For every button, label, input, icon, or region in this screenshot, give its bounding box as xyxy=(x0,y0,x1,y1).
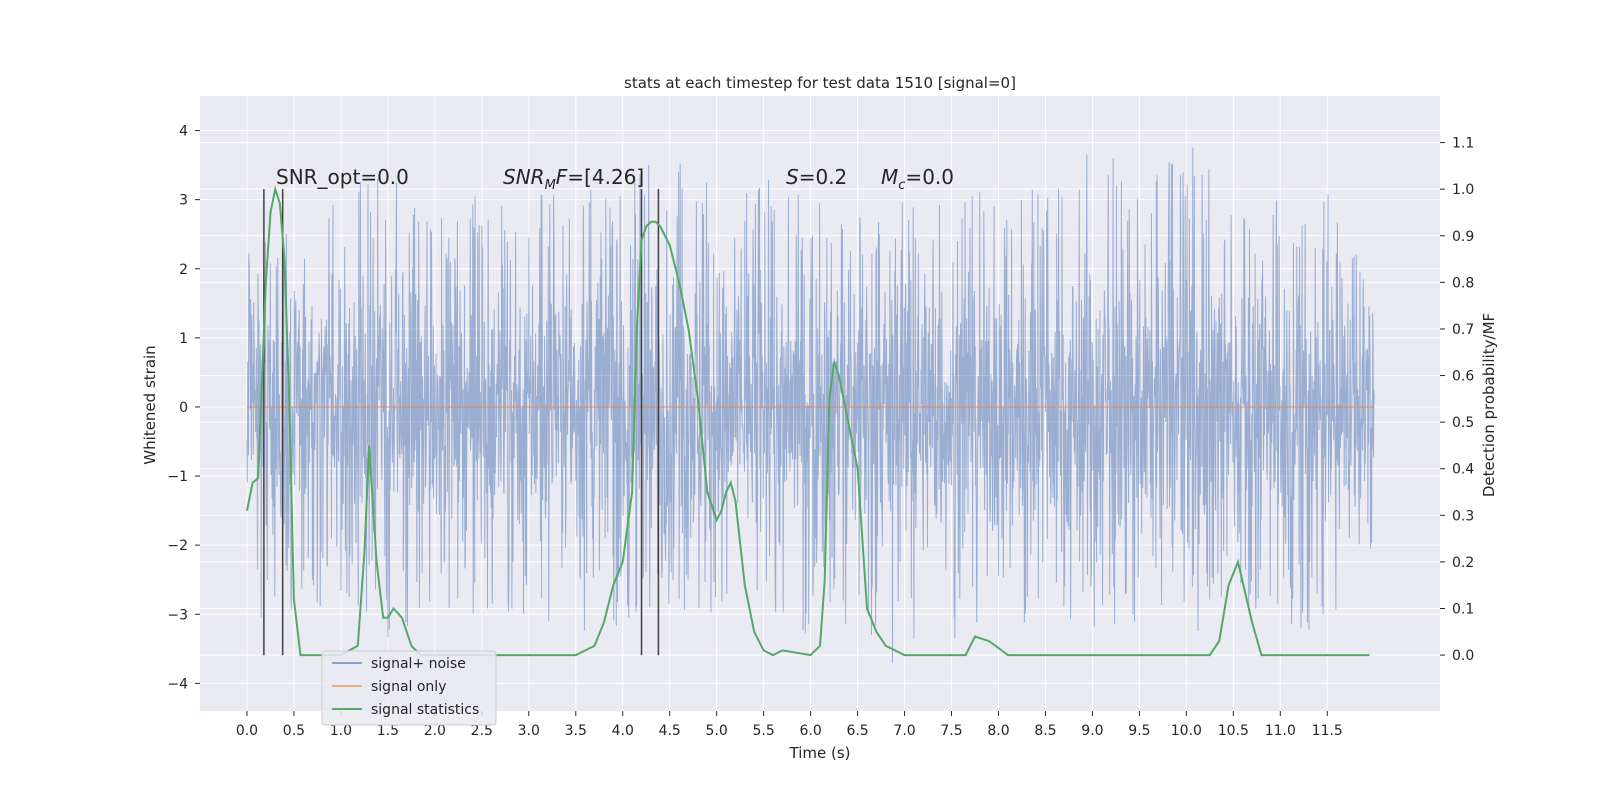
legend-box xyxy=(321,650,497,726)
x-tick-label: 9.5 xyxy=(1128,723,1150,739)
y-tick-label: −3 xyxy=(167,607,188,623)
y2-tick-label: 0.1 xyxy=(1452,602,1474,618)
y2-tick-label: 0.8 xyxy=(1452,275,1474,291)
x-tick-label: 5.0 xyxy=(706,723,728,739)
y2-axis-title: Detection probability/MF xyxy=(1480,313,1498,497)
x-tick-label: 3.0 xyxy=(518,723,540,739)
signal-plus-noise-line xyxy=(246,147,1375,663)
y2-tick-label: 0.2 xyxy=(1452,555,1474,571)
vertical-markers xyxy=(263,189,660,656)
legend-label-signal-only: signal only xyxy=(371,679,446,695)
x-tick-label: 10.5 xyxy=(1218,723,1249,739)
x-tick-label: 4.5 xyxy=(659,723,681,739)
annotation-s: S=0.2 xyxy=(786,165,847,189)
x-tick-label: 3.5 xyxy=(565,723,587,739)
y-tick-label: −2 xyxy=(167,538,188,554)
y-tick-label: −1 xyxy=(167,469,188,485)
annotation-snr-mf-value: [4.26] xyxy=(584,165,644,189)
legend-label-signal-statistics: signal statistics xyxy=(371,702,479,718)
annotation-s-value: 0.2 xyxy=(815,165,847,189)
x-axis-ticks: 0.0 0.5 1.0 1.5 2.0 2.5 3.0 3.5 4.0 4.5 5.0 5.5 6.0 6… xyxy=(236,711,1343,739)
x-tick-label: 5.5 xyxy=(753,723,775,739)
y-tick-label: 3 xyxy=(179,193,188,209)
series-signal-statistics xyxy=(246,185,1370,657)
x-tick-label: 2.0 xyxy=(424,723,446,739)
y2-tick-label: 0.0 xyxy=(1452,648,1474,664)
x-tick-label: 11.5 xyxy=(1312,723,1343,739)
y-axis-ticks: 4 3 2 1 0 −1 −2 −3 −4 xyxy=(167,124,200,692)
series-signal-plus-noise xyxy=(246,147,1375,663)
y2-tick-label: 1.0 xyxy=(1452,182,1474,198)
annotation-snr-opt: SNR_opt=0.0 xyxy=(276,165,409,189)
y-tick-label: 0 xyxy=(179,400,188,416)
x-tick-label: 0.5 xyxy=(283,723,305,739)
y2-tick-label: 0.5 xyxy=(1452,415,1474,431)
y2-tick-label: 0.6 xyxy=(1452,369,1474,385)
y-tick-label: 4 xyxy=(179,124,188,140)
y-tick-label: −4 xyxy=(167,676,188,692)
x-tick-label: 1.5 xyxy=(377,723,399,739)
y2-axis-ticks: 1.1 1.0 0.9 0.8 0.7 0.6 0.5 0.4 0.3 0.2 0.1 0.0 xyxy=(1440,136,1474,664)
chart-title: stats at each timestep for test data 151… xyxy=(624,74,1016,92)
y-tick-label: 1 xyxy=(179,331,188,347)
x-tick-label: 9.0 xyxy=(1081,723,1103,739)
x-tick-label: 4.0 xyxy=(612,723,634,739)
y2-tick-label: 0.9 xyxy=(1452,229,1474,245)
annotations: SNR_opt=0.0 SNRMF=[4.26] S=0.2 Mc=0.0 xyxy=(276,165,954,193)
x-tick-label: 11.0 xyxy=(1265,723,1296,739)
legend-label-signal-plus-noise: signal+ noise xyxy=(371,656,466,672)
annotation-snr-mf: SNRMF=[4.26] xyxy=(503,165,644,193)
y-axis-title: Whitened strain xyxy=(141,345,159,464)
annotation-mc-value: 0.0 xyxy=(922,165,954,189)
y-tick-label: 2 xyxy=(179,262,188,278)
x-tick-label: 10.0 xyxy=(1171,723,1202,739)
y2-tick-label: 0.3 xyxy=(1452,508,1474,524)
annotation-mc: Mc=0.0 xyxy=(881,165,954,193)
x-tick-label: 7.0 xyxy=(893,723,915,739)
x-tick-label: 6.5 xyxy=(846,723,868,739)
x-tick-label: 0.0 xyxy=(236,723,258,739)
legend: signal+ noise signal only signal statist… xyxy=(321,650,497,726)
y2-tick-label: 0.4 xyxy=(1452,462,1474,478)
x-tick-label: 2.5 xyxy=(471,723,493,739)
x-tick-label: 7.5 xyxy=(940,723,962,739)
y2-tick-label: 1.1 xyxy=(1452,136,1474,152)
x-tick-label: 8.0 xyxy=(987,723,1009,739)
signal-statistics-line xyxy=(246,185,1370,657)
x-tick-label: 1.0 xyxy=(330,723,352,739)
x-tick-label: 8.5 xyxy=(1034,723,1056,739)
x-tick-label: 6.0 xyxy=(799,723,821,739)
y2-tick-label: 0.7 xyxy=(1452,322,1474,338)
x-axis-title: Time (s) xyxy=(789,744,851,762)
